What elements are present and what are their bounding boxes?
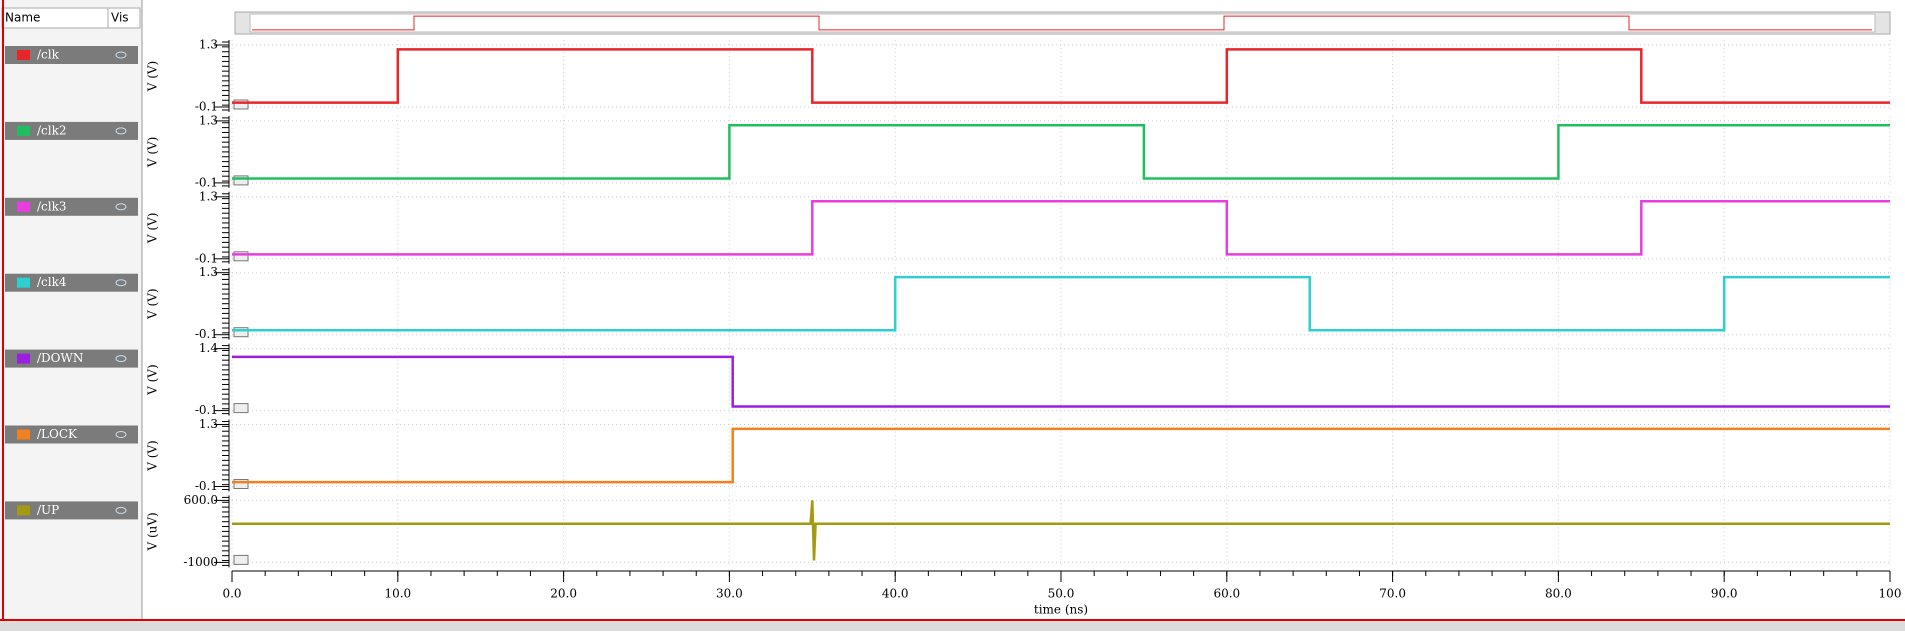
y-tick-label: -0.1 — [195, 175, 218, 189]
visibility-icon — [115, 51, 127, 59]
y-tick-label: -0.1 — [195, 479, 218, 493]
y-axis-label: V (uV) — [146, 512, 160, 551]
signal-name: /LOCK — [37, 427, 78, 441]
x-tick-label: 100 — [1879, 587, 1902, 601]
y-tick-label: 1.3 — [199, 189, 218, 203]
visibility-icon — [115, 203, 127, 211]
signal-list-panel — [0, 0, 142, 620]
y-tick-label: -0.1 — [195, 251, 218, 265]
header-name: Name — [5, 11, 40, 25]
signal-line — [232, 199, 1890, 256]
signal-line — [232, 275, 1890, 332]
expand-button[interactable] — [233, 403, 249, 414]
y-tick-label: -0.1 — [195, 327, 218, 341]
x-axis-label: time (ns) — [1034, 603, 1088, 617]
x-tick-label: 40.0 — [882, 587, 909, 601]
overview-thumb[interactable] — [249, 13, 1876, 33]
expand-button[interactable] — [233, 327, 249, 338]
y-axis-label: V (V) — [146, 213, 160, 245]
signal-row[interactable] — [5, 197, 138, 216]
signal-row[interactable] — [5, 349, 138, 368]
expand-button[interactable] — [233, 554, 249, 565]
signal-color-swatch — [17, 505, 30, 516]
x-tick-label: 80.0 — [1545, 587, 1572, 601]
x-tick-label: 0.0 — [222, 587, 241, 601]
x-tick-label: 70.0 — [1379, 587, 1406, 601]
signal-row[interactable] — [5, 46, 138, 64]
y-tick-label: -0.1 — [195, 100, 218, 114]
signal-name: /clk3 — [37, 199, 67, 213]
signal-name: /UP — [37, 503, 59, 517]
signal-color-swatch — [17, 277, 30, 288]
y-axis-label: V (V) — [146, 440, 160, 472]
y-axis-label: V (V) — [146, 137, 160, 169]
x-tick-label: 30.0 — [716, 587, 743, 601]
signal-line — [232, 427, 1890, 484]
y-tick-label: -0.1 — [195, 403, 218, 417]
signal-row[interactable] — [5, 121, 138, 140]
y-tick-label: 1.3 — [199, 265, 218, 279]
visibility-icon — [115, 355, 127, 363]
signal-color-swatch — [17, 50, 30, 60]
x-tick-label: 50.0 — [1048, 587, 1075, 601]
visibility-icon — [115, 431, 127, 438]
signal-line — [232, 355, 1890, 408]
signal-color-swatch — [17, 429, 30, 440]
y-axis-label: V (V) — [146, 288, 160, 320]
signal-name: /DOWN — [37, 351, 83, 365]
signal-row[interactable] — [5, 501, 138, 520]
signal-line — [232, 48, 1890, 104]
visibility-icon — [115, 279, 127, 287]
x-tick-label: 60.0 — [1213, 587, 1240, 601]
y-tick-label: 1.4 — [199, 341, 218, 355]
signal-line — [232, 500, 1890, 561]
visibility-icon — [115, 506, 127, 514]
signal-line — [232, 124, 1890, 180]
expand-button[interactable] — [233, 99, 249, 110]
signal-color-swatch — [17, 125, 30, 136]
y-tick-label: 1.3 — [199, 38, 218, 52]
overview-line — [252, 15, 1872, 31]
status-bar — [0, 621, 1905, 631]
signal-name: /clk4 — [37, 275, 67, 289]
x-tick-label: 10.0 — [384, 587, 411, 601]
y-axis-label: V (V) — [146, 364, 160, 396]
y-tick-label: 600.0 — [184, 493, 218, 507]
visibility-icon — [115, 127, 127, 135]
signal-row[interactable] — [5, 273, 138, 292]
y-tick-label: -1000 — [183, 555, 218, 569]
signal-name: /clk2 — [37, 123, 67, 137]
expand-button[interactable] — [233, 175, 249, 186]
y-tick-label: 1.3 — [199, 417, 218, 431]
signal-color-swatch — [17, 353, 30, 364]
signal-name: /clk — [37, 48, 60, 62]
expand-button[interactable] — [233, 251, 249, 262]
header-vis: Vis — [111, 11, 129, 25]
y-tick-label: 1.3 — [199, 113, 218, 127]
signal-color-swatch — [17, 201, 30, 212]
expand-button[interactable] — [233, 479, 249, 489]
x-tick-label: 90.0 — [1711, 587, 1738, 601]
signal-row[interactable] — [5, 425, 138, 444]
y-axis-label: V (V) — [146, 61, 160, 93]
x-tick-label: 20.0 — [550, 587, 577, 601]
